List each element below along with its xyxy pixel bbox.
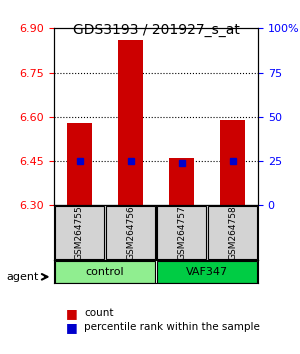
FancyBboxPatch shape: [55, 261, 155, 283]
Text: count: count: [84, 308, 113, 318]
Text: GSM264755: GSM264755: [75, 205, 84, 260]
Text: control: control: [86, 267, 124, 277]
FancyBboxPatch shape: [157, 261, 257, 283]
Text: VAF347: VAF347: [186, 267, 228, 277]
FancyBboxPatch shape: [208, 206, 257, 259]
Text: GSM264758: GSM264758: [228, 205, 237, 260]
Bar: [169, 158, 194, 205]
Text: ■: ■: [66, 321, 78, 334]
Text: ■: ■: [66, 307, 78, 320]
FancyBboxPatch shape: [106, 206, 155, 259]
Bar: [118, 40, 143, 205]
Text: GSM264757: GSM264757: [177, 205, 186, 260]
Text: percentile rank within the sample: percentile rank within the sample: [84, 322, 260, 332]
Text: agent: agent: [6, 272, 38, 282]
Text: GDS3193 / 201927_s_at: GDS3193 / 201927_s_at: [73, 23, 239, 37]
FancyBboxPatch shape: [55, 206, 104, 259]
Text: GSM264756: GSM264756: [126, 205, 135, 260]
FancyBboxPatch shape: [157, 206, 206, 259]
Bar: [220, 120, 245, 205]
Bar: [67, 123, 92, 205]
